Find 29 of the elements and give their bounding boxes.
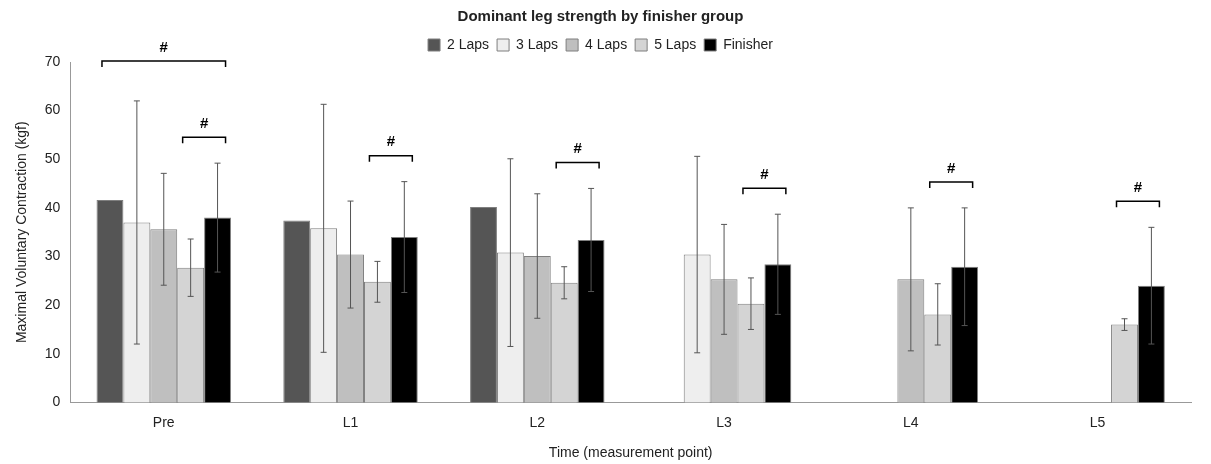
y-tick-label: 50	[44, 150, 61, 167]
x-tick-label: L2	[529, 413, 546, 430]
y-tick-label: 20	[44, 296, 61, 312]
annotation: #	[760, 164, 770, 182]
y-tick-label: 0	[52, 393, 61, 410]
legend-label: 4 Laps	[585, 35, 628, 52]
y-tick-label: 40	[44, 198, 61, 215]
legend-label: 2 Laps	[447, 35, 490, 52]
annotation: #	[386, 132, 396, 150]
y-tick-label: 30	[44, 247, 61, 264]
y-axis-title: Maximal Voluntary Contraction (kgf)	[13, 121, 30, 344]
x-tick-label: L3	[716, 413, 733, 430]
legend-label: 3 Laps	[516, 35, 559, 52]
x-tick-label: L1	[342, 413, 359, 430]
y-tick-label: 70	[44, 52, 61, 69]
y-tick-label: 10	[44, 344, 61, 361]
x-tick-label: L4	[903, 413, 919, 430]
legend-label: 5 Laps	[654, 35, 697, 52]
chart-title: Dominant leg strength by finisher group	[457, 7, 744, 25]
annotation: #	[1133, 177, 1143, 195]
legend-label: Finisher	[723, 35, 774, 52]
x-tick-label: Pre	[152, 413, 175, 430]
text: #	[159, 37, 169, 55]
annotation: #	[199, 113, 209, 131]
annotation: #	[573, 139, 583, 157]
annotation: #	[947, 158, 957, 176]
y-tick-label: 60	[44, 101, 61, 118]
x-tick-label: L5	[1089, 413, 1106, 430]
x-axis-title: Time (measurement point)	[548, 444, 713, 461]
